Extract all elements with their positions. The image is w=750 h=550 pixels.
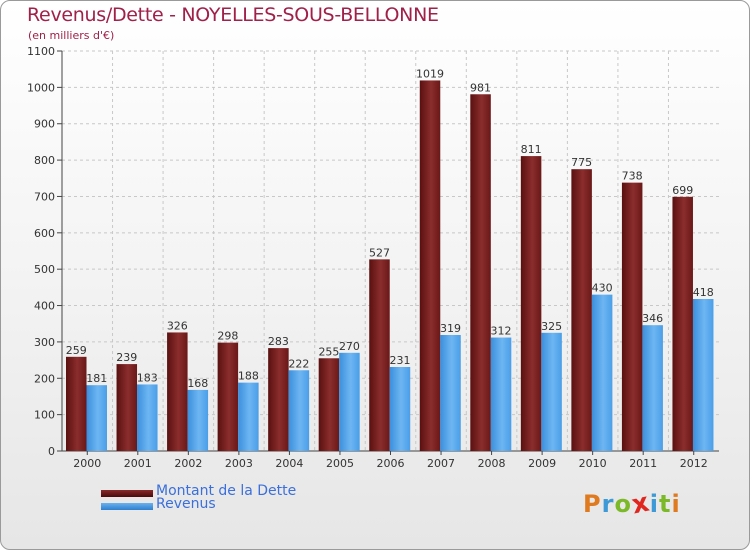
proxiti-logo: Proxiti — [583, 487, 681, 520]
chart-title: Revenus/Dette - NOYELLES-SOUS-BELLONNE — [27, 4, 439, 26]
x-tick-label: 2011 — [629, 457, 657, 470]
bar-dette — [318, 358, 340, 451]
x-tick-label: 2008 — [478, 457, 506, 470]
data-label-revenus: 181 — [86, 372, 107, 385]
bar-revenus — [389, 367, 411, 451]
bar-revenus — [288, 370, 310, 451]
data-label-revenus: 312 — [491, 325, 512, 338]
x-tick-label: 2002 — [174, 457, 202, 470]
data-label-dette: 1019 — [416, 67, 444, 80]
legend-label-revenus: Revenus — [156, 496, 216, 512]
legend-label-dette: Montant de la Dette — [156, 483, 297, 499]
bar-revenus — [187, 389, 209, 451]
data-label-revenus: 325 — [541, 320, 562, 333]
data-label-revenus: 231 — [389, 354, 410, 367]
logo-letter: o — [614, 490, 632, 518]
data-label-dette: 981 — [470, 81, 491, 94]
data-label-dette: 239 — [116, 351, 137, 364]
data-label-dette: 527 — [369, 246, 390, 259]
legend-swatch-dette — [101, 490, 153, 497]
y-tick-label: 300 — [34, 336, 55, 349]
bar-dette — [66, 356, 87, 451]
logo-letter: t — [658, 490, 672, 518]
y-tick-label: 0 — [48, 445, 55, 458]
y-tick-label: 100 — [34, 409, 55, 422]
bar-revenus — [541, 332, 562, 451]
bar-dette — [520, 156, 542, 451]
bar-dette — [470, 94, 491, 451]
bar-revenus — [692, 299, 714, 451]
bar-dette — [167, 332, 188, 451]
data-label-revenus: 222 — [288, 357, 309, 370]
y-tick-label: 700 — [34, 190, 55, 203]
data-label-dette: 283 — [268, 335, 289, 348]
logo-letter: r — [601, 490, 615, 518]
bar-revenus — [339, 352, 360, 451]
bar-dette — [621, 182, 643, 452]
bar-revenus — [591, 294, 613, 451]
data-label-dette: 699 — [672, 184, 693, 197]
data-label-dette: 738 — [622, 170, 643, 183]
y-tick-label: 400 — [34, 300, 55, 313]
data-label-revenus: 188 — [238, 370, 259, 383]
logo-letter: P — [583, 490, 602, 518]
chart-subtitle: (en milliers d'€) — [28, 29, 115, 42]
x-tick-label: 2001 — [124, 457, 152, 470]
bar-dette — [571, 169, 592, 451]
data-label-revenus: 168 — [187, 377, 208, 390]
x-tick-label: 2000 — [73, 457, 101, 470]
logo-letter: i — [649, 490, 659, 518]
x-tick-label: 2005 — [326, 457, 354, 470]
data-label-dette: 259 — [66, 344, 87, 357]
y-tick-label: 600 — [34, 227, 55, 240]
bar-dette — [217, 342, 239, 451]
x-tick-label: 2007 — [427, 457, 455, 470]
y-tick-label: 900 — [34, 118, 55, 131]
bar-dette — [672, 196, 693, 451]
y-tick-label: 200 — [34, 372, 55, 385]
y-tick-label: 1000 — [27, 81, 55, 94]
labels: 0 100 200 300 400 500 600 700 800 900 1000 1100 2000… — [27, 45, 714, 470]
data-label-dette: 255 — [318, 345, 339, 358]
bar-revenus — [137, 384, 158, 451]
x-tick-label: 2012 — [680, 457, 708, 470]
data-label-dette: 326 — [167, 319, 188, 332]
legend-swatch-revenus — [101, 503, 153, 510]
x-tick-label: 2010 — [579, 457, 607, 470]
x-tick-label: 2004 — [275, 457, 303, 470]
bar-dette — [419, 80, 441, 452]
data-label-revenus: 430 — [592, 282, 613, 295]
x-tick-label: 2006 — [377, 457, 405, 470]
bar-revenus — [440, 335, 461, 451]
data-label-dette: 298 — [217, 330, 238, 343]
y-tick-label: 1100 — [27, 45, 55, 58]
bar-dette — [268, 348, 289, 451]
bar-dette — [116, 364, 138, 451]
data-label-revenus: 183 — [137, 371, 158, 384]
data-label-dette: 775 — [571, 156, 592, 169]
bar-revenus — [642, 325, 663, 451]
data-label-dette: 811 — [521, 143, 542, 156]
bar-revenus — [238, 382, 259, 451]
bars — [66, 80, 714, 452]
y-tick-label: 500 — [34, 263, 55, 276]
bar-dette — [369, 259, 390, 451]
data-label-revenus: 319 — [440, 322, 461, 335]
data-label-revenus: 346 — [642, 312, 663, 325]
data-label-revenus: 418 — [693, 286, 714, 299]
x-tick-label: 2003 — [225, 457, 253, 470]
x-tick-label: 2009 — [528, 457, 556, 470]
logo-letter: i — [671, 490, 681, 518]
bar-revenus — [86, 385, 107, 451]
bar-revenus — [490, 337, 512, 451]
data-label-revenus: 270 — [339, 340, 360, 353]
y-tick-label: 800 — [34, 154, 55, 167]
